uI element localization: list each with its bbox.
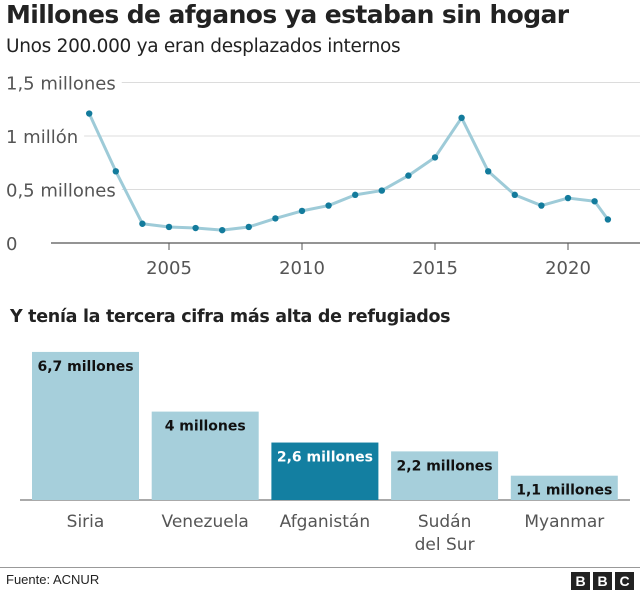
bar-chart-subtitle: Y tenía la tercera cifra más alta de ref… — [10, 307, 451, 327]
bar-chart: 6,7 millones Siria 4 millones Venezuela 2,6 … — [20, 351, 630, 555]
category-label: Afganistán — [280, 512, 370, 532]
bar — [510, 475, 618, 500]
data-point — [219, 226, 226, 234]
y-tick-label: 1,5 millones — [6, 74, 116, 95]
data-point — [325, 202, 332, 209]
data-point — [485, 168, 492, 175]
data-point — [378, 187, 385, 194]
bar-data-label: 1,1 millones — [516, 483, 612, 499]
category-label: Siria — [67, 512, 105, 532]
bbc-logo: B B C — [571, 572, 634, 590]
data-point — [604, 216, 612, 223]
data-point — [511, 191, 518, 199]
data-point — [431, 154, 439, 161]
category-label: Venezuela — [162, 512, 249, 532]
category-label: Sudán — [418, 512, 472, 532]
data-point — [245, 223, 252, 231]
logo-letter: C — [615, 572, 634, 590]
source-note: Fuente: ACNUR — [6, 572, 100, 587]
bar — [32, 351, 139, 500]
x-tick-label: 2015 — [412, 258, 458, 279]
bar-data-label: 2,6 millones — [277, 450, 373, 466]
bar-data-label: 4 millones — [165, 419, 246, 435]
data-point — [591, 198, 598, 205]
x-tick-label: 2005 — [146, 258, 192, 279]
chart-title: Millones de afganos ya estaban sin hogar — [6, 0, 569, 29]
bar — [151, 411, 259, 500]
bar-data-label: 2,2 millones — [397, 458, 493, 474]
y-tick-label: 0 — [6, 234, 17, 255]
data-point — [298, 207, 306, 215]
data-point — [112, 168, 120, 175]
data-point — [165, 223, 173, 231]
line-chart: 0 0,5 millones 1 millón 1,5 millones 2005 201… — [6, 74, 640, 279]
data-point — [139, 220, 146, 227]
bar-data-label: 6,7 millones — [37, 359, 133, 375]
y-tick-label: 0,5 millones — [6, 181, 116, 202]
footer-divider — [0, 567, 640, 568]
data-point — [405, 172, 412, 179]
logo-letter: B — [593, 572, 612, 590]
bar — [391, 451, 499, 500]
x-tick-label: 2020 — [545, 258, 591, 279]
y-tick-label: 1 millón — [6, 127, 78, 148]
data-point — [538, 202, 545, 209]
data-point — [272, 215, 279, 222]
data-point — [564, 194, 572, 202]
data-point — [86, 110, 93, 117]
data-point — [352, 191, 359, 199]
category-label: Myanmar — [524, 512, 604, 532]
logo-letter: B — [571, 572, 590, 590]
bar — [271, 442, 379, 500]
chart-subtitle: Unos 200.000 ya eran desplazados interno… — [6, 36, 401, 57]
data-point — [458, 114, 465, 122]
category-label: del Sur — [415, 535, 475, 555]
data-point — [192, 224, 199, 232]
x-tick-label: 2010 — [279, 258, 325, 279]
